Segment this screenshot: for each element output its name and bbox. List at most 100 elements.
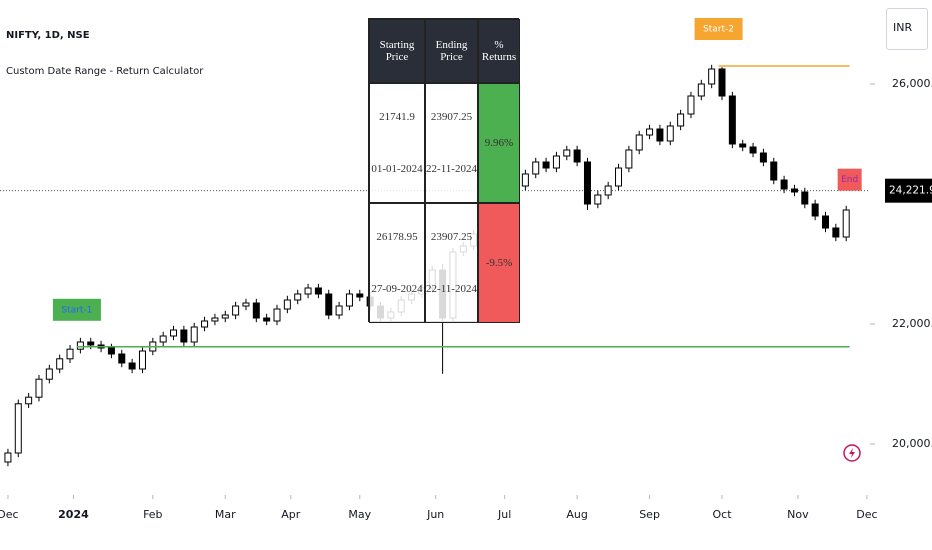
candle-body — [56, 358, 64, 370]
candle-body — [811, 203, 819, 217]
x-tick-label: Dec — [856, 508, 877, 521]
table-cell: 26178.95 27-09-2024 — [369, 203, 425, 323]
candle-body — [325, 293, 333, 316]
candle-body — [666, 125, 674, 142]
candle-body — [159, 335, 167, 343]
date-text: 22-11-2024 — [426, 162, 477, 175]
candle-body — [345, 293, 353, 307]
x-tick-label: Dec — [0, 508, 19, 521]
table-header: Starting Price — [369, 19, 425, 83]
last-price-label: 24,221.90 — [889, 185, 932, 197]
candle-body — [314, 287, 322, 295]
x-tick-label: Apr — [281, 508, 301, 521]
candle-body — [552, 155, 560, 169]
candle-body — [780, 179, 788, 190]
candle-body — [263, 317, 271, 322]
candle-body — [594, 194, 602, 205]
candle-body — [583, 161, 591, 205]
candle-body — [677, 113, 685, 127]
candle-body — [790, 188, 798, 193]
annotation-box — [694, 18, 743, 40]
candle-body — [521, 173, 529, 187]
candle-body — [118, 353, 126, 364]
candle-body — [770, 161, 778, 181]
annotation-box — [52, 298, 101, 321]
candle-body — [232, 305, 240, 316]
candle-body — [252, 302, 260, 319]
annotation-label: Start-1 — [61, 305, 92, 315]
returns-table: Starting Price Ending Price% Returns 21741… — [368, 18, 520, 323]
table-cell: 21741.9 01-01-2024 — [369, 83, 425, 203]
candle-body — [708, 68, 716, 85]
annotation-label: Start-2 — [703, 25, 734, 35]
candle-body — [211, 317, 219, 322]
candle-body — [821, 215, 829, 229]
price-text: 26178.95 — [376, 231, 418, 244]
x-tick-label: Nov — [787, 508, 809, 521]
candle-body — [542, 161, 550, 169]
candle-body — [190, 326, 198, 343]
date-text: 27-09-2024 — [371, 282, 423, 295]
candle-body — [832, 227, 840, 238]
candle-body — [242, 302, 250, 307]
candle-body — [35, 378, 43, 398]
y-tick-label: 20,000.00 — [892, 437, 932, 450]
candle-body — [221, 314, 229, 319]
last-price-box — [885, 178, 932, 203]
x-tick-label: Oct — [712, 508, 732, 521]
candle-body — [201, 320, 209, 328]
candle-body — [573, 149, 581, 163]
return-cell: -9.5% — [478, 203, 520, 323]
date-text: 01-01-2024 — [371, 162, 423, 175]
candle-body — [45, 368, 53, 380]
date-text: 22-11-2024 — [426, 282, 477, 295]
candle-body — [656, 128, 664, 142]
table-header: Ending Price — [425, 19, 478, 83]
candle-body — [294, 293, 302, 301]
table-cell: 23907.25 22-11-2024 — [425, 203, 478, 323]
candle-body — [759, 152, 767, 163]
table-header: % Returns — [478, 19, 520, 83]
candle-body — [687, 95, 695, 115]
x-tick-label: Aug — [566, 508, 587, 521]
candle-body — [87, 341, 95, 346]
candle-body — [563, 149, 571, 157]
x-tick-label: Feb — [143, 508, 162, 521]
annotation-label: End — [841, 175, 858, 185]
symbol-title: NIFTY, 1D, NSE — [6, 30, 90, 41]
candle-body — [728, 95, 736, 145]
x-tick-label: 2024 — [58, 508, 89, 521]
x-tick-label: Jul — [497, 508, 511, 521]
candle-body — [66, 348, 74, 360]
table-cell: 23907.25 22-11-2024 — [425, 83, 478, 203]
candle-body — [25, 396, 33, 405]
candle-body — [335, 305, 343, 316]
candle-body — [128, 362, 136, 370]
candle-body — [532, 161, 540, 175]
return-cell: 9.96% — [478, 83, 520, 203]
candle-body — [739, 143, 747, 148]
annotation-box — [837, 168, 862, 191]
price-text: 21741.9 — [379, 111, 415, 124]
candle-body — [180, 329, 188, 343]
x-tick-label: Sep — [639, 508, 660, 521]
indicator-name: Custom Date Range - Return Calculator — [6, 66, 204, 77]
x-tick-label: Mar — [215, 508, 236, 521]
candle-body — [273, 308, 281, 322]
currency-button[interactable]: INR — [886, 8, 928, 50]
price-text: 23907.25 — [430, 111, 473, 124]
lightning-icon — [843, 444, 861, 462]
candle-body — [356, 293, 364, 298]
candle-body — [107, 347, 115, 355]
candle-body — [615, 167, 623, 187]
x-tick-label: May — [348, 508, 371, 521]
candle-body — [14, 403, 22, 454]
candle-body — [304, 287, 312, 295]
candle-body — [718, 68, 726, 97]
candle-body — [138, 350, 146, 370]
candle-body — [604, 185, 612, 196]
candle-body — [749, 146, 757, 154]
candle-body — [76, 341, 84, 350]
candle-body — [801, 191, 809, 205]
